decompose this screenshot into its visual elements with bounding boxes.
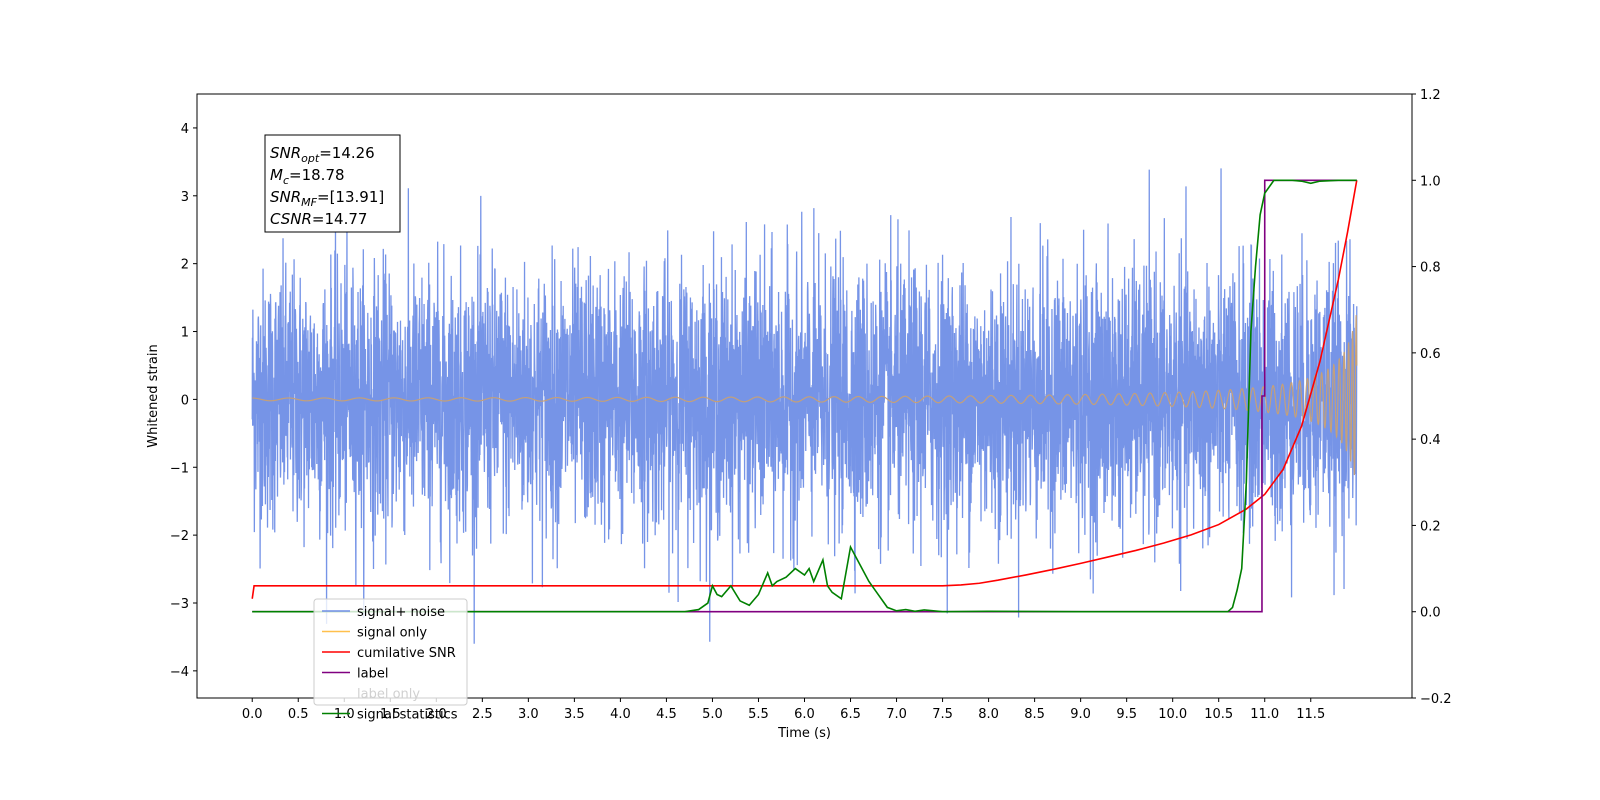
annotation-symbol: SNR (270, 144, 301, 162)
x-tick-label: 4.0 (610, 707, 631, 722)
x-tick-label: 10.5 (1204, 707, 1233, 722)
legend-frame (313, 598, 468, 706)
legend-entry: signal only (322, 626, 427, 641)
annotation-line: CSNR=14.77 (270, 210, 367, 228)
y-right-tick-label: 0.4 (1420, 433, 1441, 448)
annotation-value: =14.26 (319, 144, 375, 162)
annotation-symbol: M (270, 166, 283, 184)
annotation-value: =[13.91] (317, 188, 384, 206)
x-axis-ticks: 0.0 0.5 1.0 1.5 2.0 2.5 3.0 3.5 4.0 4.5 5.0 5.5 6.0 6… (242, 698, 1325, 722)
annotation-value: =18.78 (289, 166, 345, 184)
annotation-line: SNRopt=14.26 (270, 144, 375, 165)
y-left-tick-label: 0 (181, 393, 189, 408)
y-left-tick-label: −4 (170, 665, 189, 680)
y-right-tick-label: 0.0 (1420, 606, 1441, 621)
legend-label: label only (357, 687, 420, 702)
x-axis-label: Time (s) (777, 726, 831, 741)
annotation-subscript: opt (301, 152, 320, 165)
annotation-value: =14.77 (312, 210, 368, 228)
y-axis-label: Whitened strain (146, 344, 161, 447)
x-tick-label: 0.0 (242, 707, 263, 722)
legend-entry: label only (322, 687, 420, 702)
x-tick-label: 10.0 (1158, 707, 1187, 722)
y-right-tick-label: 0.2 (1420, 519, 1441, 534)
x-tick-label: 9.5 (1116, 707, 1137, 722)
series-layer (251, 168, 1358, 644)
legend-entry: signal+ noise (322, 605, 445, 620)
y-left-tick-label: 2 (181, 258, 189, 273)
annotation-subscript: MF (301, 196, 317, 209)
y-left-tick-label: −1 (170, 461, 189, 476)
series-signal-statistics (252, 179, 1357, 613)
annotation-frame (264, 134, 401, 233)
legend-label: label (357, 667, 388, 682)
y-left-tick-label: −3 (170, 597, 189, 612)
x-tick-label: 8.5 (1024, 707, 1045, 722)
annotation-symbol: SNR (270, 188, 301, 206)
x-tick-label: 11.5 (1296, 707, 1325, 722)
x-tick-label: 4.5 (656, 707, 677, 722)
y-right-tick-label: 1.0 (1420, 174, 1441, 189)
legend: signal+ noise signal only cumilative SNR la… (313, 598, 468, 723)
y-left-tick-label: 4 (181, 122, 189, 137)
annotation-line: Mc=18.78 (270, 166, 345, 187)
series-signal-only (252, 315, 1358, 476)
x-tick-label: 0.5 (288, 707, 309, 722)
y-right-tick-label: 1.2 (1420, 88, 1441, 103)
x-tick-label: 5.5 (748, 707, 769, 722)
x-tick-label: 2.0 (426, 707, 447, 722)
legend-entry: signal statistics (322, 708, 458, 723)
x-tick-label: 6.0 (794, 707, 815, 722)
x-tick-label: 8.0 (978, 707, 999, 722)
y-left-tick-label: −2 (170, 529, 189, 544)
x-tick-label: 7.0 (886, 707, 907, 722)
x-tick-label: 7.5 (932, 707, 953, 722)
y-left-axis-ticks: −4 −3 −2 −1 0 1 2 3 4 (170, 122, 197, 680)
y-right-axis-ticks: −0.2 0.0 0.2 0.4 0.6 0.8 1.0 1.2 (1412, 88, 1452, 707)
legend-entry: label (322, 667, 388, 682)
x-tick-label: 3.0 (518, 707, 539, 722)
legend-label: signal only (357, 626, 427, 641)
annotation-subscript: c (283, 174, 289, 187)
series-signal-plus-noise (251, 168, 1358, 644)
x-tick-label: 9.0 (1070, 707, 1091, 722)
y-left-tick-label: 3 (181, 190, 189, 205)
legend-label: cumilative SNR (357, 646, 456, 661)
x-tick-label: 5.0 (702, 707, 723, 722)
x-tick-label: 6.5 (840, 707, 861, 722)
legend-label: signal statistics (357, 708, 458, 723)
annotation-line: SNRMF=[13.91] (270, 188, 384, 209)
x-tick-label: 3.5 (564, 707, 585, 722)
annotation-symbol: CSNR (270, 210, 312, 228)
series-cumilative-snr (251, 180, 1358, 599)
x-tick-label: 2.5 (472, 707, 493, 722)
legend-entry: cumilative SNR (322, 646, 456, 661)
stats-annotation-box: SNRopt=14.26Mc=18.78SNRMF=[13.91]CSNR=14… (264, 134, 401, 233)
x-tick-label: 11.0 (1250, 707, 1279, 722)
x-tick-label: 1.5 (380, 707, 401, 722)
y-left-tick-label: 1 (181, 326, 189, 341)
x-tick-label: 1.0 (334, 707, 355, 722)
y-right-tick-label: 0.6 (1420, 347, 1441, 362)
legend-label: signal+ noise (357, 605, 445, 620)
y-right-tick-label: −0.2 (1420, 692, 1452, 707)
y-right-tick-label: 0.8 (1420, 261, 1441, 276)
